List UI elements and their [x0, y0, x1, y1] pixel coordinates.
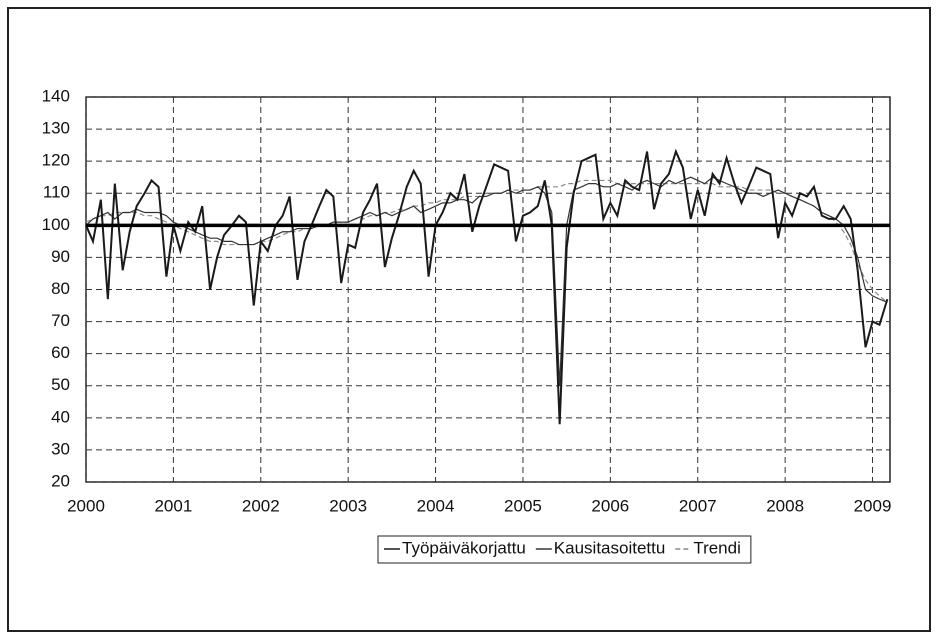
x-tick-label: 2002 [242, 496, 280, 515]
x-tick-label: 2003 [329, 496, 367, 515]
y-tick-label: 50 [51, 375, 70, 394]
y-tick-label: 30 [51, 439, 70, 458]
y-tick-label: 110 [43, 183, 70, 202]
x-tick-label: 2001 [154, 496, 192, 515]
y-tick-label: 140 [42, 86, 70, 105]
y-tick-label: 100 [42, 215, 70, 234]
y-tick-label: 20 [51, 471, 70, 490]
series-line [85, 179, 888, 303]
y-tick-label: 90 [51, 247, 70, 266]
legend-box [377, 535, 752, 564]
chart-frame [7, 7, 931, 632]
x-tick-label: 2000 [67, 496, 105, 515]
y-tick-label: 70 [51, 311, 70, 330]
y-tick-label: 60 [51, 343, 70, 362]
y-tick-label: 80 [51, 279, 70, 298]
x-tick-label: 2006 [591, 496, 629, 515]
x-tick-label: 2009 [854, 496, 892, 515]
y-tick-label: 40 [51, 407, 70, 426]
legend-label: Kausitasoitettu [554, 538, 666, 557]
series-line [85, 176, 888, 386]
x-tick-label: 2007 [679, 496, 717, 515]
legend-label: Työpäiväkorjattu [402, 538, 526, 557]
series-line [85, 148, 889, 425]
legend-label: Trendi [693, 538, 741, 557]
x-tick-label: 2004 [417, 496, 455, 515]
y-tick-label: 120 [42, 151, 70, 170]
y-tick-label: 130 [42, 119, 70, 138]
x-tick-label: 2008 [766, 496, 804, 515]
x-tick-label: 2005 [504, 496, 542, 515]
